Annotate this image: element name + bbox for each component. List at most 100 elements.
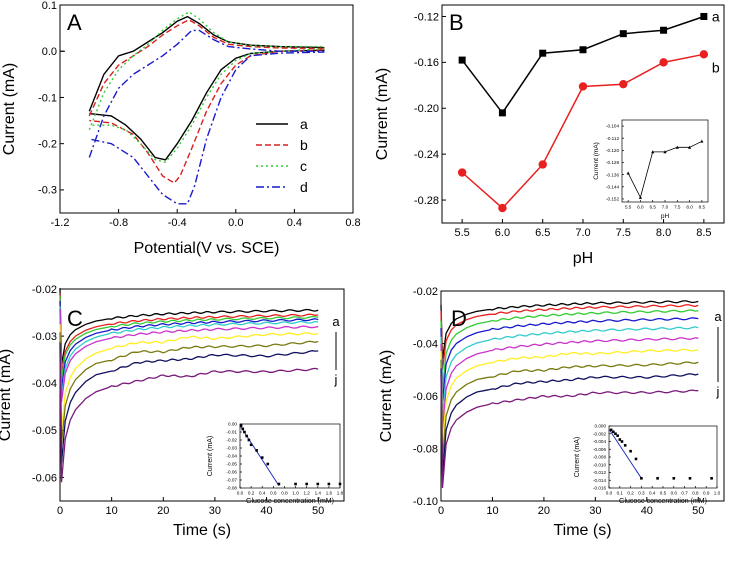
amperometric-curve-e xyxy=(59,306,319,398)
calibration-point xyxy=(245,434,248,438)
ph-point-b xyxy=(498,203,507,213)
calibration-point xyxy=(241,427,245,431)
panel-d-inset: 0.0 0.1 0.2 0.3 0.4 0.5 0.6 0.7 0.8 0.9 1.0 0.000 -0… xyxy=(574,424,721,505)
calibration-point xyxy=(305,482,308,486)
panel-a: -1.2 -0.8 -0.4 0.0 0.4 0.8 0.1 0.0 -0.1 -0.2 -0.3 P… xyxy=(1,0,361,257)
panel-c-inset-y-tick-label: -0.01 xyxy=(227,430,238,435)
panel-d-x-tick-label: 10 xyxy=(486,505,498,517)
ph-point-a xyxy=(619,30,627,38)
inset-ph-point xyxy=(687,145,692,149)
panel-c-inset-y-tick-label: -0.07 xyxy=(227,478,238,483)
panel-c: 0 10 20 30 40 50 -0.02 -0.03 -0.04 -0.05 -0.06 Time… xyxy=(0,284,345,539)
amperometric-curve-f xyxy=(440,337,699,431)
calibration-point xyxy=(629,449,632,453)
panel-c-inset-y-tick-label: -0.08 xyxy=(227,486,238,491)
panel-letter: A xyxy=(67,10,82,35)
panel-b-x-tick-label: 8.5 xyxy=(696,227,711,239)
amperometric-curve-i xyxy=(59,342,319,464)
panel-a-y-tick-label: -0.3 xyxy=(38,185,57,197)
amperometric-curve-h xyxy=(440,359,699,460)
amperometric-curve-g xyxy=(440,348,699,444)
panel-b-inset-x-tick-label: 8.0 xyxy=(686,205,693,210)
amperometric-curve-b xyxy=(59,293,319,374)
panel-c-inset-y-tick-label: -0.04 xyxy=(227,454,238,459)
series-label-b: b xyxy=(712,59,720,75)
panel-c-x-tick-label: 10 xyxy=(106,505,118,517)
panel-b-inset-y-axis-label: Current (mA) xyxy=(593,142,600,180)
panel-d-x-tick-label: 50 xyxy=(692,505,704,517)
amperometric-curve-a xyxy=(59,288,319,365)
panel-c-inset-y-tick-label: -0.05 xyxy=(227,462,238,467)
ph-point-b xyxy=(699,50,709,59)
panel-c-inset: 0.0 0.2 0.4 0.6 0.8 1.0 1.2 1.4 1.6 1.8 0.00 -0.01 -… xyxy=(207,422,344,505)
panel-b-inset-x-tick-label: 7.5 xyxy=(674,205,681,210)
panel-d-inset-y-tick-label: -0.016 xyxy=(593,486,606,491)
panel-b-y-tick-label: -0.20 xyxy=(414,103,439,115)
panel-c-inset-x-tick-label: 0.0 xyxy=(237,491,244,496)
calibration-point xyxy=(277,482,281,486)
legend-label-d: d xyxy=(300,179,308,195)
panel-a-x-tick-label: -0.4 xyxy=(168,217,187,229)
panel-a-y-tick-label: 0.1 xyxy=(42,0,57,12)
panel-d-inset-y-tick-label: -0.006 xyxy=(593,447,606,452)
panel-c-x-tick-label: 30 xyxy=(209,505,221,517)
panel-d-y-tick-label: -0.02 xyxy=(413,286,438,298)
inset-ph-point xyxy=(663,150,667,154)
panel-d-y-tick-label: -0.08 xyxy=(413,443,438,455)
panel-b-inset-y-tick-label: -0.104 xyxy=(606,124,619,129)
cv-curve-b xyxy=(88,19,325,184)
panel-c-inset-y-axis-label: Current (mA) xyxy=(207,436,214,476)
panel-c-y-tick-label: -0.06 xyxy=(32,472,57,484)
ph-point-b xyxy=(659,58,668,67)
calibration-point xyxy=(609,428,613,432)
calibration-point xyxy=(616,434,619,437)
range-label-bottom: j xyxy=(716,384,720,399)
panel-c-y-tick-label: -0.02 xyxy=(32,284,57,296)
amperometric-curve-e xyxy=(440,326,699,418)
panel-d-inset-y-tick-label: -0.010 xyxy=(593,462,606,467)
panel-b-inset-frame xyxy=(621,119,709,203)
inset-ph-point xyxy=(675,145,679,149)
panel-b-x-tick-label: 6.5 xyxy=(535,227,550,239)
amperometric-curve-d xyxy=(59,300,319,388)
calibration-point xyxy=(612,430,615,434)
panel-b-inset-y-tick-label: -0.128 xyxy=(606,160,619,165)
panel-c-inset-x-tick-label: 1.6 xyxy=(326,491,333,496)
amperometric-curve-j xyxy=(59,352,319,483)
panel-d-inset-x-tick-label: 0.0 xyxy=(606,491,613,496)
amperometric-curve-b xyxy=(440,304,699,370)
panel-b-inset-x-tick-label: 6.5 xyxy=(650,205,657,210)
panel-c-x-tick-label: 20 xyxy=(157,505,169,517)
panel-c-y-tick-label: -0.05 xyxy=(32,425,57,437)
legend-label-b: b xyxy=(300,137,308,153)
panel-a-x-tick-label: -0.8 xyxy=(109,217,128,229)
panel-d-inset-x-tick-label: 0.8 xyxy=(692,491,699,496)
panel-d-x-tick-label: 30 xyxy=(589,505,601,517)
amperometric-curve-c xyxy=(59,295,319,379)
panel-b-x-tick-label: 6.0 xyxy=(495,227,510,239)
calibration-fit-line xyxy=(239,425,280,486)
ph-series-line-b xyxy=(461,53,705,210)
amperometric-curve-h xyxy=(59,332,319,445)
legend-label-a: a xyxy=(300,116,308,132)
calibration-point xyxy=(255,449,258,452)
amperometric-curve-j xyxy=(440,375,699,488)
panel-d-x-tick-label: 40 xyxy=(641,505,653,517)
ph-point-b xyxy=(578,82,588,91)
panel-b-frame xyxy=(441,4,725,224)
amperometric-curve-f xyxy=(59,308,319,403)
calibration-fit-line xyxy=(608,428,642,479)
panel-c-inset-x-tick-label: 1.8 xyxy=(337,491,344,496)
panel-c-inset-x-tick-label: 1.2 xyxy=(303,491,310,496)
inset-ph-point xyxy=(700,139,704,143)
panel-c-y-tick-label: -0.03 xyxy=(32,331,57,343)
panel-d-inset-x-tick-label: 0.1 xyxy=(617,491,624,496)
panel-d-y-tick-label: -0.04 xyxy=(413,338,438,350)
panel-a-y-axis-label: Current (mA) xyxy=(1,63,18,155)
panel-d-y-tick-label: -0.06 xyxy=(413,391,438,403)
calibration-point xyxy=(618,438,622,441)
calibration-point xyxy=(710,477,713,480)
panel-d-inset-x-tick-label: 0.2 xyxy=(627,491,634,496)
ph-point-a xyxy=(700,12,708,20)
panel-a-frame xyxy=(59,4,354,214)
